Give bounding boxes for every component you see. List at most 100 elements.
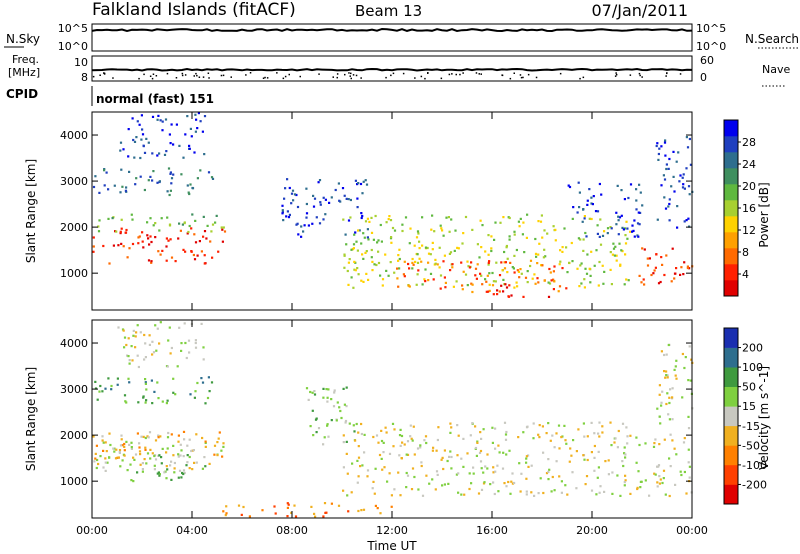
heatmap-cell <box>436 438 439 442</box>
heatmap-cell <box>476 440 479 443</box>
heatmap-cell <box>362 257 365 260</box>
heatmap-cell <box>157 436 160 439</box>
heatmap-cell <box>454 229 457 232</box>
heatmap-cell <box>623 198 626 201</box>
heatmap-cell <box>98 219 101 222</box>
heatmap-cell <box>324 511 327 514</box>
heatmap-cell <box>359 182 363 186</box>
heatmap-cell <box>526 270 529 273</box>
heatmap-cell <box>674 365 677 368</box>
heatmap-cell <box>468 266 471 269</box>
heatmap-cell <box>349 216 352 219</box>
heatmap-cell <box>237 504 241 507</box>
heatmap-cell <box>449 269 452 272</box>
heatmap-cell <box>101 390 104 393</box>
heatmap-cell <box>126 354 129 357</box>
heatmap-cell <box>548 282 552 285</box>
heatmap-cell <box>356 481 359 484</box>
heatmap-cell <box>177 476 180 479</box>
heatmap-cell <box>619 264 622 267</box>
heatmap-cell <box>319 203 322 206</box>
heatmap-cell <box>104 469 107 472</box>
heatmap-cell <box>576 211 579 214</box>
heatmap-cell <box>98 390 101 393</box>
colorbar-segment <box>724 386 738 407</box>
heatmap-cell <box>305 387 309 390</box>
heatmap-cell <box>372 238 375 241</box>
colorbar-segment <box>724 168 738 185</box>
heatmap-cell <box>566 271 569 274</box>
heatmap-cell <box>309 390 312 394</box>
freq-panel-frame <box>91 55 693 82</box>
heatmap-cell <box>143 358 146 361</box>
heatmap-cell <box>534 252 538 255</box>
heatmap-cell <box>685 136 688 139</box>
heatmap-cell <box>516 269 519 272</box>
heatmap-cell <box>681 176 684 179</box>
heatmap-cell <box>124 189 127 192</box>
heatmap-cell <box>583 435 586 438</box>
heatmap-cell <box>381 284 384 287</box>
heatmap-cell <box>673 272 677 275</box>
heatmap-cell <box>441 229 444 232</box>
heatmap-cell <box>552 270 555 273</box>
heatmap-cell <box>680 473 683 477</box>
heatmap-cell <box>551 434 554 437</box>
heatmap-cell <box>148 343 151 346</box>
heatmap-cell <box>127 337 130 340</box>
heatmap-cell <box>474 446 478 450</box>
heatmap-cell <box>688 137 691 141</box>
heatmap-cell <box>493 492 496 496</box>
heatmap-cell <box>487 261 490 264</box>
heatmap-cell <box>496 464 499 467</box>
colorbar-segment <box>724 425 738 446</box>
heatmap-cell <box>659 422 662 425</box>
heatmap-cell <box>543 229 546 232</box>
heatmap-cell <box>635 461 638 464</box>
heatmap-cell <box>214 221 217 224</box>
heatmap-cell <box>609 251 612 254</box>
heatmap-cell <box>207 171 211 174</box>
heatmap-cell <box>97 230 101 233</box>
heatmap-cell <box>191 187 195 190</box>
heatmap-cell <box>144 436 147 440</box>
heatmap-cell <box>553 489 556 492</box>
heatmap-cell <box>380 457 383 460</box>
heatmap-cell <box>658 482 661 485</box>
nave-point <box>220 74 223 77</box>
heatmap-cell <box>190 449 193 453</box>
heatmap-cell <box>161 129 164 132</box>
heatmap-cell <box>94 457 97 460</box>
heatmap-cell <box>357 182 360 185</box>
heatmap-cell <box>206 224 209 227</box>
heatmap-cell <box>312 194 315 197</box>
colorbar-tick-label: 15 <box>742 400 756 413</box>
heatmap-cell <box>132 138 135 142</box>
heatmap-cell <box>375 263 378 267</box>
heatmap-cell <box>685 167 688 170</box>
heatmap-cell <box>463 493 466 496</box>
heatmap-cell <box>563 424 566 427</box>
heatmap-cell <box>462 437 465 440</box>
heatmap-cell <box>614 437 617 440</box>
heatmap-cell <box>220 449 223 452</box>
heatmap-cell <box>182 455 185 458</box>
heatmap-cell <box>188 224 191 228</box>
heatmap-cell <box>300 235 303 238</box>
heatmap-cell <box>109 443 112 447</box>
heatmap-cell <box>215 214 218 217</box>
heatmap-cell <box>586 199 589 202</box>
heatmap-cell <box>172 173 175 176</box>
velocity-cells <box>92 321 694 518</box>
heatmap-cell <box>187 339 191 342</box>
colorbar-segment <box>724 328 738 348</box>
heatmap-cell <box>114 457 118 460</box>
heatmap-cell <box>397 285 400 288</box>
heatmap-cell <box>148 334 151 337</box>
heatmap-cell <box>537 253 540 256</box>
heatmap-cell <box>365 250 368 253</box>
heatmap-cell <box>666 374 669 377</box>
heatmap-cell <box>597 284 600 287</box>
heatmap-cell <box>616 184 619 187</box>
heatmap-cell <box>673 277 676 280</box>
